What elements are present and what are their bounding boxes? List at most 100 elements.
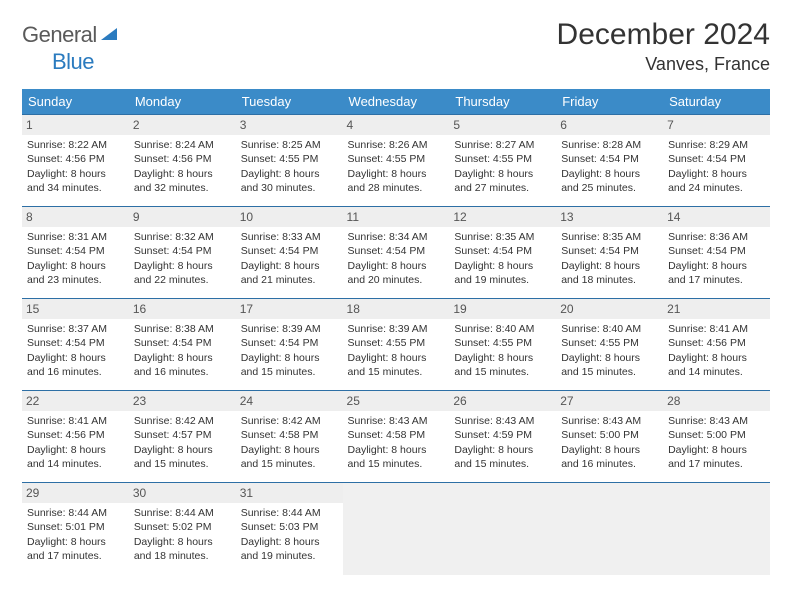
sunset-line: Sunset: 5:03 PM <box>241 520 338 534</box>
day-number: 20 <box>556 299 663 319</box>
sunrise-line: Sunrise: 8:38 AM <box>134 322 231 336</box>
sunrise-line: Sunrise: 8:26 AM <box>348 138 445 152</box>
calendar-cell: 8Sunrise: 8:31 AMSunset: 4:54 PMDaylight… <box>22 207 129 299</box>
day-number: 17 <box>236 299 343 319</box>
sunset-line: Sunset: 4:56 PM <box>27 152 124 166</box>
calendar-cell: 10Sunrise: 8:33 AMSunset: 4:54 PMDayligh… <box>236 207 343 299</box>
sunrise-line: Sunrise: 8:43 AM <box>348 414 445 428</box>
daylight-line: Daylight: 8 hours and 17 minutes. <box>668 443 765 471</box>
daylight-line: Daylight: 8 hours and 24 minutes. <box>668 167 765 195</box>
day-number: 10 <box>236 207 343 227</box>
calendar-body: 1Sunrise: 8:22 AMSunset: 4:56 PMDaylight… <box>22 115 770 575</box>
calendar-cell: 6Sunrise: 8:28 AMSunset: 4:54 PMDaylight… <box>556 115 663 207</box>
sunrise-line: Sunrise: 8:44 AM <box>134 506 231 520</box>
day-number: 15 <box>22 299 129 319</box>
weekday-header: Saturday <box>663 89 770 115</box>
day-number: 7 <box>663 115 770 135</box>
weekday-header: Tuesday <box>236 89 343 115</box>
calendar-cell: 21Sunrise: 8:41 AMSunset: 4:56 PMDayligh… <box>663 299 770 391</box>
sunrise-line: Sunrise: 8:29 AM <box>668 138 765 152</box>
calendar-row: 22Sunrise: 8:41 AMSunset: 4:56 PMDayligh… <box>22 391 770 483</box>
daylight-line: Daylight: 8 hours and 16 minutes. <box>561 443 658 471</box>
day-number: 13 <box>556 207 663 227</box>
calendar-cell: 30Sunrise: 8:44 AMSunset: 5:02 PMDayligh… <box>129 483 236 575</box>
daylight-line: Daylight: 8 hours and 32 minutes. <box>134 167 231 195</box>
sunset-line: Sunset: 5:02 PM <box>134 520 231 534</box>
logo-triangle-icon <box>101 26 119 47</box>
calendar-table: SundayMondayTuesdayWednesdayThursdayFrid… <box>22 89 770 575</box>
sunrise-line: Sunrise: 8:39 AM <box>241 322 338 336</box>
calendar-cell: 14Sunrise: 8:36 AMSunset: 4:54 PMDayligh… <box>663 207 770 299</box>
calendar-cell: 12Sunrise: 8:35 AMSunset: 4:54 PMDayligh… <box>449 207 556 299</box>
calendar-cell: 22Sunrise: 8:41 AMSunset: 4:56 PMDayligh… <box>22 391 129 483</box>
calendar-cell: 13Sunrise: 8:35 AMSunset: 4:54 PMDayligh… <box>556 207 663 299</box>
day-number: 23 <box>129 391 236 411</box>
sunrise-line: Sunrise: 8:40 AM <box>454 322 551 336</box>
sunrise-line: Sunrise: 8:40 AM <box>561 322 658 336</box>
month-title: December 2024 <box>557 18 770 52</box>
sunrise-line: Sunrise: 8:24 AM <box>134 138 231 152</box>
calendar-cell: 1Sunrise: 8:22 AMSunset: 4:56 PMDaylight… <box>22 115 129 207</box>
day-number: 9 <box>129 207 236 227</box>
sunset-line: Sunset: 4:55 PM <box>241 152 338 166</box>
calendar-row: 1Sunrise: 8:22 AMSunset: 4:56 PMDaylight… <box>22 115 770 207</box>
day-number: 24 <box>236 391 343 411</box>
day-number: 21 <box>663 299 770 319</box>
sunset-line: Sunset: 4:57 PM <box>134 428 231 442</box>
sunset-line: Sunset: 4:55 PM <box>561 336 658 350</box>
sunset-line: Sunset: 4:54 PM <box>454 244 551 258</box>
title-block: December 2024 Vanves, France <box>557 18 770 75</box>
day-number: 3 <box>236 115 343 135</box>
day-number: 27 <box>556 391 663 411</box>
calendar-cell: 17Sunrise: 8:39 AMSunset: 4:54 PMDayligh… <box>236 299 343 391</box>
sunrise-line: Sunrise: 8:32 AM <box>134 230 231 244</box>
sunrise-line: Sunrise: 8:33 AM <box>241 230 338 244</box>
day-number: 31 <box>236 483 343 503</box>
daylight-line: Daylight: 8 hours and 30 minutes. <box>241 167 338 195</box>
daylight-line: Daylight: 8 hours and 15 minutes. <box>241 351 338 379</box>
daylight-line: Daylight: 8 hours and 14 minutes. <box>668 351 765 379</box>
sunrise-line: Sunrise: 8:35 AM <box>454 230 551 244</box>
sunset-line: Sunset: 4:54 PM <box>134 336 231 350</box>
weekday-header: Thursday <box>449 89 556 115</box>
day-number: 29 <box>22 483 129 503</box>
sunset-line: Sunset: 4:54 PM <box>561 152 658 166</box>
daylight-line: Daylight: 8 hours and 15 minutes. <box>454 351 551 379</box>
calendar-cell-empty <box>343 483 450 575</box>
sunset-line: Sunset: 4:55 PM <box>454 336 551 350</box>
calendar-row: 29Sunrise: 8:44 AMSunset: 5:01 PMDayligh… <box>22 483 770 575</box>
daylight-line: Daylight: 8 hours and 19 minutes. <box>241 535 338 563</box>
calendar-cell-empty <box>663 483 770 575</box>
calendar-cell: 20Sunrise: 8:40 AMSunset: 4:55 PMDayligh… <box>556 299 663 391</box>
calendar-row: 8Sunrise: 8:31 AMSunset: 4:54 PMDaylight… <box>22 207 770 299</box>
calendar-cell: 7 Sunrise: 8:29 AMSunset: 4:54 PMDaylight… <box>663 115 770 207</box>
day-number: 12 <box>449 207 556 227</box>
calendar-cell-empty <box>556 483 663 575</box>
sunrise-line: Sunrise: 8:36 AM <box>668 230 765 244</box>
logo: General <box>22 18 121 48</box>
sunrise-line: Sunrise: 8:41 AM <box>27 414 124 428</box>
sunset-line: Sunset: 4:54 PM <box>668 244 765 258</box>
daylight-line: Daylight: 8 hours and 15 minutes. <box>348 443 445 471</box>
day-number: 14 <box>663 207 770 227</box>
day-number: 16 <box>129 299 236 319</box>
daylight-line: Daylight: 8 hours and 16 minutes. <box>27 351 124 379</box>
calendar-cell: 29Sunrise: 8:44 AMSunset: 5:01 PMDayligh… <box>22 483 129 575</box>
location: Vanves, France <box>557 54 770 75</box>
sunrise-line: Sunrise: 8:34 AM <box>348 230 445 244</box>
sunset-line: Sunset: 4:58 PM <box>348 428 445 442</box>
weekday-header: Sunday <box>22 89 129 115</box>
sunset-line: Sunset: 4:54 PM <box>27 244 124 258</box>
calendar-cell: 3 Sunrise: 8:25 AMSunset: 4:55 PMDaylight… <box>236 115 343 207</box>
sunrise-line: Sunrise: 8:31 AM <box>27 230 124 244</box>
calendar-cell: 9Sunrise: 8:32 AMSunset: 4:54 PMDaylight… <box>129 207 236 299</box>
sunrise-line: Sunrise: 8:25 AM <box>241 138 338 152</box>
daylight-line: Daylight: 8 hours and 34 minutes. <box>27 167 124 195</box>
calendar-cell: 2Sunrise: 8:24 AMSunset: 4:56 PMDaylight… <box>129 115 236 207</box>
calendar-cell: 23Sunrise: 8:42 AMSunset: 4:57 PMDayligh… <box>129 391 236 483</box>
day-number: 19 <box>449 299 556 319</box>
day-number: 2 <box>129 115 236 135</box>
sunset-line: Sunset: 4:54 PM <box>668 152 765 166</box>
sunrise-line: Sunrise: 8:42 AM <box>241 414 338 428</box>
sunrise-line: Sunrise: 8:44 AM <box>27 506 124 520</box>
